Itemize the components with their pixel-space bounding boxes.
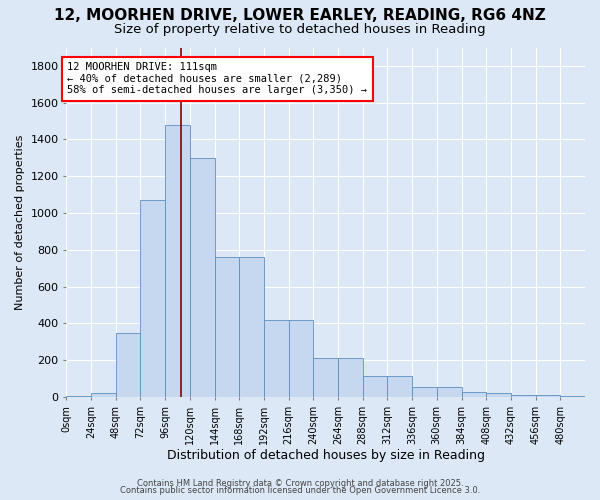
Bar [560,396,585,397]
Bar [140,200,165,397]
Bar [388,376,412,397]
Bar [486,394,511,397]
Bar [338,358,363,397]
Bar [91,394,116,397]
Text: Size of property relative to detached houses in Reading: Size of property relative to detached ho… [114,22,486,36]
Bar [289,320,313,397]
Bar [264,320,289,397]
Text: Contains HM Land Registry data © Crown copyright and database right 2025.: Contains HM Land Registry data © Crown c… [137,478,463,488]
Y-axis label: Number of detached properties: Number of detached properties [15,134,25,310]
Bar [511,395,536,397]
Text: 12, MOORHEN DRIVE, LOWER EARLEY, READING, RG6 4NZ: 12, MOORHEN DRIVE, LOWER EARLEY, READING… [54,8,546,22]
Bar [461,392,486,397]
Bar [412,387,437,397]
Bar [67,396,91,397]
Bar [215,257,239,397]
Bar [116,332,140,397]
Text: 12 MOORHEN DRIVE: 111sqm
← 40% of detached houses are smaller (2,289)
58% of sem: 12 MOORHEN DRIVE: 111sqm ← 40% of detach… [67,62,367,96]
Bar [239,257,264,397]
Bar [165,125,190,397]
Bar [363,376,388,397]
Bar [313,358,338,397]
X-axis label: Distribution of detached houses by size in Reading: Distribution of detached houses by size … [167,450,485,462]
Bar [190,158,215,397]
Bar [437,387,461,397]
Bar [536,395,560,397]
Text: Contains public sector information licensed under the Open Government Licence 3.: Contains public sector information licen… [120,486,480,495]
